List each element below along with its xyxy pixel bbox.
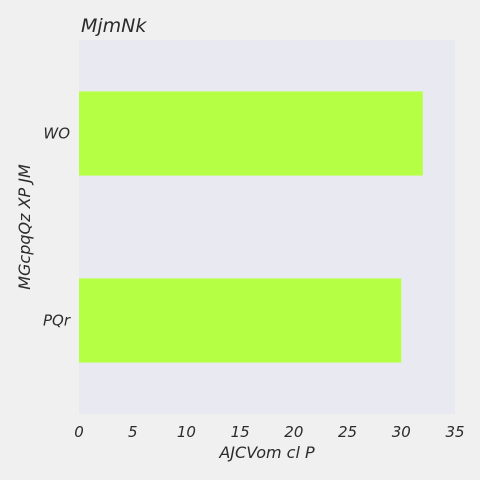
x-tick-label: 30 <box>392 423 411 441</box>
bar-wo <box>79 91 423 176</box>
x-tick-label: 35 <box>445 423 464 441</box>
x-tick-labels: 0 5 10 15 20 25 30 35 <box>74 423 464 441</box>
y-tick-label: PQr <box>43 312 71 330</box>
y-tick-label: WO <box>43 125 70 143</box>
x-tick-label: 20 <box>284 423 303 441</box>
x-tick-label: 15 <box>231 423 250 441</box>
bars-group <box>79 91 423 363</box>
y-tick-labels: WO PQr <box>43 125 71 330</box>
x-axis-label: AJCVom cl P <box>218 443 315 462</box>
bar-pqr <box>79 278 402 363</box>
y-axis-label: MGcpqQz XP JM <box>15 164 34 290</box>
x-tick-label: 0 <box>74 423 84 441</box>
x-tick-label: 10 <box>177 423 196 441</box>
chart-title: MjmNk <box>81 15 147 37</box>
x-tick-label: 25 <box>338 423 357 441</box>
x-tick-label: 5 <box>128 423 138 441</box>
